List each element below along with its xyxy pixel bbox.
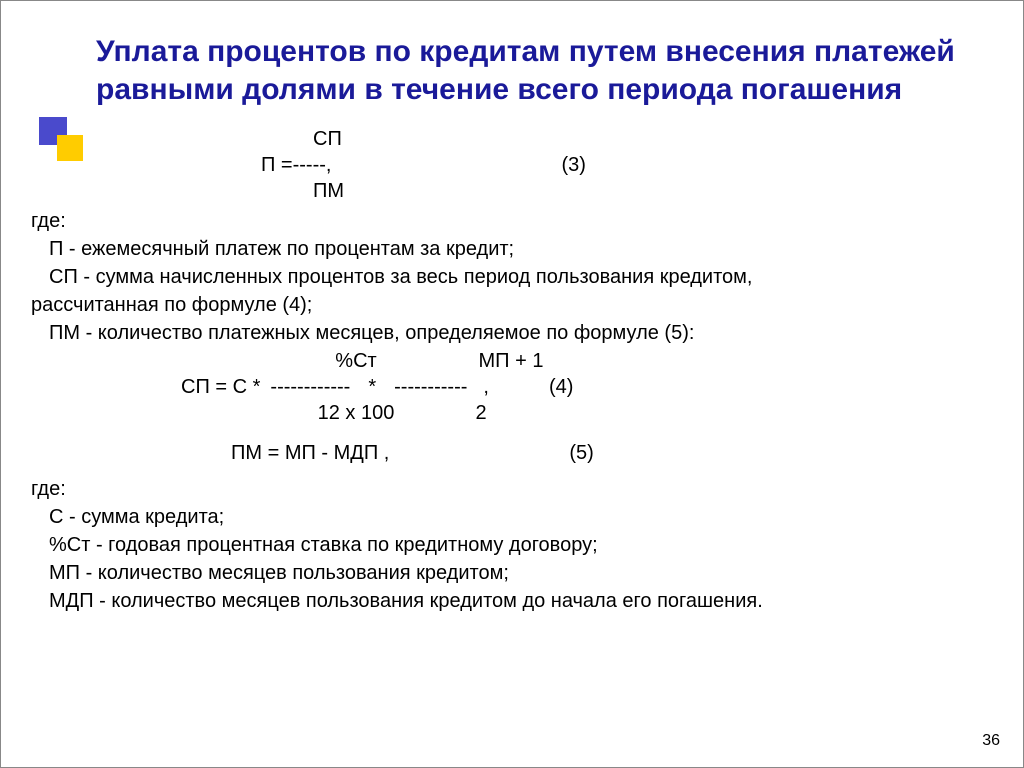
slide-container: Уплата процентов по кредитам путем внесе… bbox=[0, 0, 1024, 768]
def-c: С - сумма кредита; bbox=[49, 504, 993, 530]
formula5-eq: ПМ = МП - МДП , bbox=[231, 440, 389, 466]
def-mp: МП - количество месяцев пользования кред… bbox=[49, 560, 993, 586]
formula4-pre: СП = С * bbox=[181, 374, 260, 400]
slide-content: СП П =-----, (3) ПМ где: П - ежемесячный… bbox=[31, 126, 993, 614]
title-bullet-decor bbox=[39, 117, 83, 161]
def-mdp: МДП - количество месяцев пользования кре… bbox=[49, 588, 993, 614]
formula4-top-a: %Ст bbox=[271, 348, 441, 374]
formula4-top-b: МП + 1 bbox=[441, 348, 581, 374]
where-label-2: где: bbox=[31, 476, 993, 502]
def-p: П - ежемесячный платеж по процентам за к… bbox=[49, 236, 993, 262]
formula4-dash1: ------------ bbox=[270, 374, 350, 400]
formula-5: ПМ = МП - МДП , (5) bbox=[31, 440, 993, 466]
formula-3: СП П =-----, (3) ПМ bbox=[31, 126, 993, 204]
formula4-ref: (4) bbox=[549, 374, 573, 400]
def-sp: СП - сумма начисленных процентов за весь… bbox=[49, 264, 993, 290]
page-number: 36 bbox=[982, 732, 1000, 750]
formula3-numerator: СП bbox=[261, 126, 993, 152]
formula4-dash2: ----------- bbox=[394, 374, 467, 400]
formula3-ref: (3) bbox=[561, 152, 585, 178]
slide-title: Уплата процентов по кредитам путем внесе… bbox=[31, 31, 993, 108]
formula4-bot-a: 12 х 100 bbox=[241, 400, 411, 426]
formula4-star: * bbox=[368, 374, 376, 400]
formula-4: %Ст МП + 1 СП = С * ------------ * -----… bbox=[31, 348, 993, 426]
formula3-equation: П =-----, bbox=[261, 152, 331, 178]
formula4-comma: , bbox=[483, 374, 489, 400]
def-sp-cont: рассчитанная по формуле (4); bbox=[31, 292, 993, 318]
def-pct-st: %Ст - годовая процентная ставка по креди… bbox=[49, 532, 993, 558]
header: Уплата процентов по кредитам путем внесе… bbox=[31, 31, 993, 108]
formula5-ref: (5) bbox=[569, 440, 593, 466]
formula4-bot-b: 2 bbox=[411, 400, 551, 426]
def-pm: ПМ - количество платежных месяцев, опред… bbox=[49, 320, 993, 346]
formula3-denominator: ПМ bbox=[261, 178, 993, 204]
decor-square-2 bbox=[57, 135, 83, 161]
where-label-1: где: bbox=[31, 208, 993, 234]
